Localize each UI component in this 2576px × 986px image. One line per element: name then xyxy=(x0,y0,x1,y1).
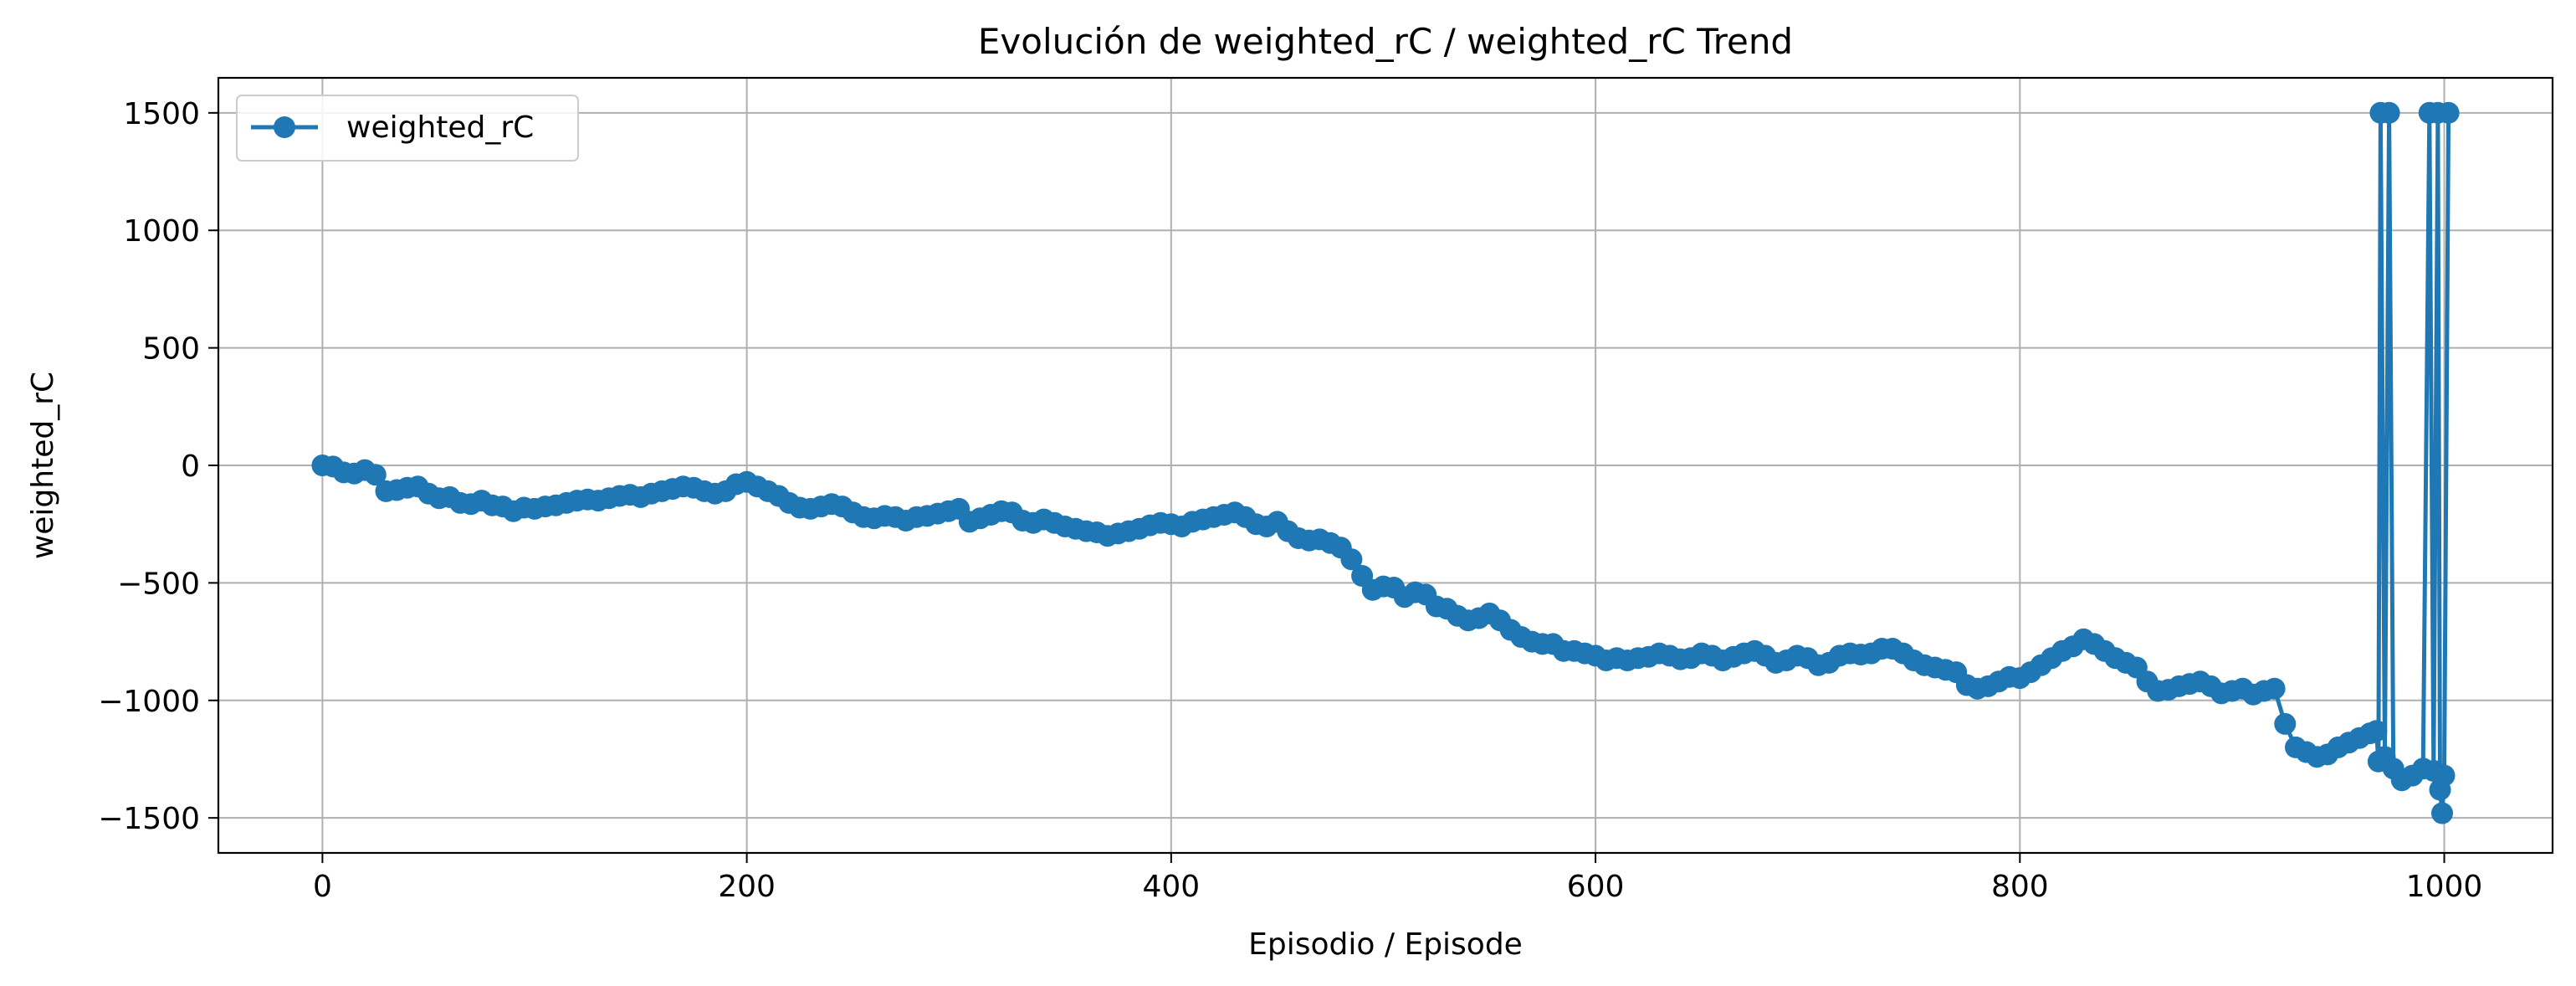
legend-box xyxy=(236,95,579,162)
y-tick-label: 500 xyxy=(142,332,200,367)
x-tick-label: 800 xyxy=(1991,870,2049,904)
axis-ticks: 0 200 400 600 800 1000 −1500 −1000 −500 0 500 1000 1… xyxy=(98,97,2482,904)
y-tick-label: −1000 xyxy=(98,685,200,719)
data-point xyxy=(2378,101,2400,124)
x-tick-label: 400 xyxy=(1142,870,1200,904)
x-tick-label: 0 xyxy=(313,870,332,904)
legend: weighted_rC xyxy=(236,95,579,162)
data-point xyxy=(364,464,387,486)
data-point xyxy=(2431,802,2453,824)
data-point xyxy=(2437,101,2460,124)
x-tick-label: 600 xyxy=(1567,870,1625,904)
y-tick-label: 0 xyxy=(181,449,200,484)
chart-title: Evolución de weighted_rC / weighted_rC T… xyxy=(978,21,1793,62)
data-point xyxy=(2365,720,2388,742)
grid xyxy=(218,78,2553,853)
y-axis-label: weighted_rC xyxy=(26,372,60,559)
y-tick-label: 1500 xyxy=(123,97,200,131)
series-layer xyxy=(311,101,2460,824)
x-axis-label: Episodio / Episode xyxy=(1248,927,1523,962)
data-point xyxy=(2274,712,2297,735)
x-tick-label: 200 xyxy=(718,870,776,904)
legend-label: weighted_rC xyxy=(346,110,534,145)
data-point xyxy=(2263,677,2286,700)
legend-marker-swatch xyxy=(274,116,295,138)
y-tick-label: −500 xyxy=(117,567,200,601)
x-tick-label: 1000 xyxy=(2406,870,2483,904)
data-point xyxy=(2433,764,2456,787)
y-tick-label: −1500 xyxy=(98,802,200,836)
data-point xyxy=(1340,548,1363,571)
y-tick-label: 1000 xyxy=(123,214,200,249)
